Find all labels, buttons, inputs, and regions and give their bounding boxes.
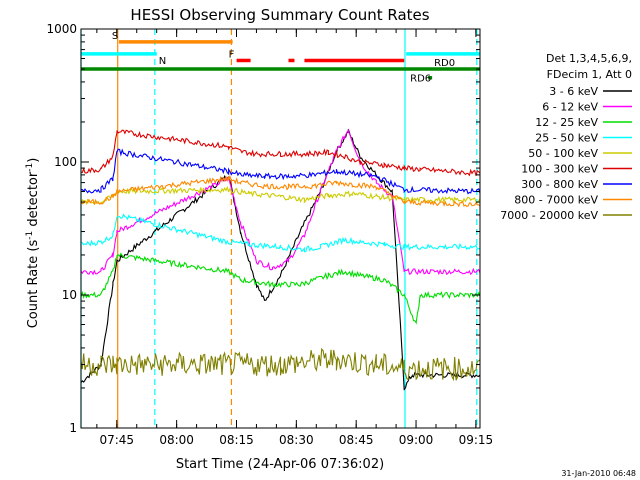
chart-title: HESSI Observing Summary Count Rates — [130, 6, 429, 24]
legend-entry-label-6: 300 - 800 keV — [521, 178, 598, 191]
legend-entry-label-7: 800 - 7000 keV — [514, 194, 598, 207]
y-tick-label-2: 100 — [54, 155, 77, 169]
series-line-7 — [80, 174, 481, 208]
flag-label-S: S — [112, 31, 118, 42]
legend-entry-label-3: 25 - 50 keV — [535, 132, 598, 145]
series-line-5 — [80, 129, 481, 177]
series-line-0 — [80, 129, 481, 391]
y-tick-label-3: 1000 — [46, 22, 77, 36]
series-line-2 — [80, 252, 481, 325]
x-tick-label-0: 07:45 — [99, 433, 134, 447]
legend-entry-label-1: 6 - 12 keV — [542, 101, 598, 114]
legend-header-2: FDecim 1, Att 0 — [547, 68, 632, 81]
plot-frame — [80, 28, 481, 429]
x-tick-label-6: 09:15 — [459, 433, 494, 447]
legend-items: 3 - 6 keV 6 - 12 keV 12 - 25 keV 25 - 50 ke… — [500, 85, 632, 222]
x-axis-label: Start Time (24-Apr-06 07:36:02) — [176, 457, 384, 472]
y-label-main: Count Rate (s — [26, 240, 41, 329]
x-tick-label-5: 09:00 — [399, 433, 434, 447]
flag-label-F: F — [229, 49, 235, 60]
footer-timestamp: 31-Jan-2010 06:48 — [561, 469, 636, 478]
x-tick-label-3: 08:30 — [279, 433, 314, 447]
x-tick-label-2: 08:15 — [219, 433, 254, 447]
x-tick-label-1: 08:00 — [159, 433, 194, 447]
series-line-6 — [80, 148, 481, 195]
flag-label-RD6: RD6 — [410, 74, 431, 85]
x-tick-label-4: 08:45 — [339, 433, 374, 447]
y-label-close: ) — [26, 158, 41, 163]
y-axis-label: Count Rate (s-1 detector-1) — [25, 158, 41, 329]
y-label-sup: -1 — [25, 231, 35, 240]
legend-entry-label-5: 100 - 300 keV — [521, 163, 598, 176]
legend-header-1: Det 1,3,4,5,6,9, — [546, 52, 632, 65]
y-tick-label-1: 10 — [62, 288, 77, 302]
series-line-3 — [80, 213, 481, 253]
series-line-4 — [80, 185, 481, 206]
y-tick-label-0: 1 — [69, 421, 77, 435]
series-line-8 — [80, 347, 481, 382]
plot-area — [80, 29, 481, 428]
y-label-tail: detector — [26, 171, 41, 231]
flag-label-RD0: RD0 — [434, 58, 455, 69]
legend-entry-label-8: 7000 - 20000 keV — [500, 209, 598, 222]
y-label-sup2: -1 — [25, 163, 35, 172]
legend-entry-label-2: 12 - 25 keV — [535, 116, 598, 129]
legend-entry-label-4: 50 - 100 keV — [528, 147, 598, 160]
legend-entry-label-0: 3 - 6 keV — [549, 85, 598, 98]
series-line-1 — [80, 128, 481, 276]
legend: Det 1,3,4,5,6,9, FDecim 1, Att 0 3 - 6 k… — [500, 52, 632, 222]
flag-label-N: N — [159, 56, 166, 67]
axes: 1 10 100 1000 07:45 08:00 08:15 08:30 08:45 09:00… — [46, 22, 493, 447]
svg-text:Count Rate (s-1 detector-1): Count Rate (s-1 detector-1) — [25, 158, 41, 329]
